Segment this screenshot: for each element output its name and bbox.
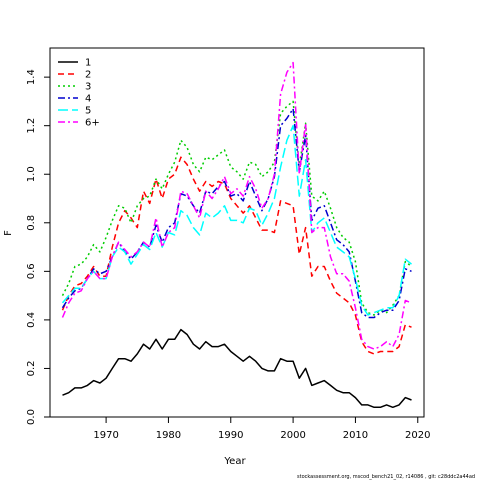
y-tick-label: 1.0 bbox=[26, 166, 37, 182]
series-line-2 bbox=[61, 156, 412, 355]
axis-ticks: 1970 1980 1990 2000 2010 2020 0.0 0.2 0.4 0.6 0.8 1… bbox=[26, 69, 430, 441]
legend-label: 2 bbox=[85, 70, 91, 81]
x-tick-label: 1970 bbox=[93, 430, 118, 441]
y-tick-label: 0.0 bbox=[26, 409, 37, 425]
x-tick-label: 2000 bbox=[280, 430, 305, 441]
series-layer bbox=[61, 61, 412, 409]
legend-label: 5 bbox=[85, 106, 91, 117]
y-tick-label: 0.4 bbox=[26, 312, 37, 328]
x-tick-label: 1980 bbox=[156, 430, 181, 441]
y-axis-title: F bbox=[3, 230, 14, 236]
plot-frame bbox=[49, 47, 425, 418]
footer-credit: stockassessment.org, mscod_bench21_02, r… bbox=[297, 474, 476, 480]
y-tick-label: 1.2 bbox=[26, 118, 37, 134]
x-tick-label: 1990 bbox=[218, 430, 243, 441]
legend-label: 3 bbox=[85, 82, 91, 93]
legend-label: 1 bbox=[85, 58, 91, 69]
y-tick-label: 1.4 bbox=[26, 69, 37, 85]
legend-label: 6+ bbox=[85, 118, 100, 129]
x-tick-label: 2020 bbox=[405, 430, 430, 441]
y-tick-label: 0.8 bbox=[26, 215, 37, 231]
series-line-3 bbox=[61, 100, 412, 316]
series-line-1 bbox=[62, 328, 412, 409]
y-tick-label: 0.6 bbox=[26, 263, 37, 279]
series-line-5 bbox=[61, 124, 412, 316]
legend-label: 4 bbox=[85, 94, 91, 105]
series-line-6plus bbox=[61, 61, 412, 350]
x-axis-title: Year bbox=[223, 456, 246, 467]
x-tick-label: 2010 bbox=[343, 430, 368, 441]
y-tick-label: 0.2 bbox=[26, 360, 37, 376]
